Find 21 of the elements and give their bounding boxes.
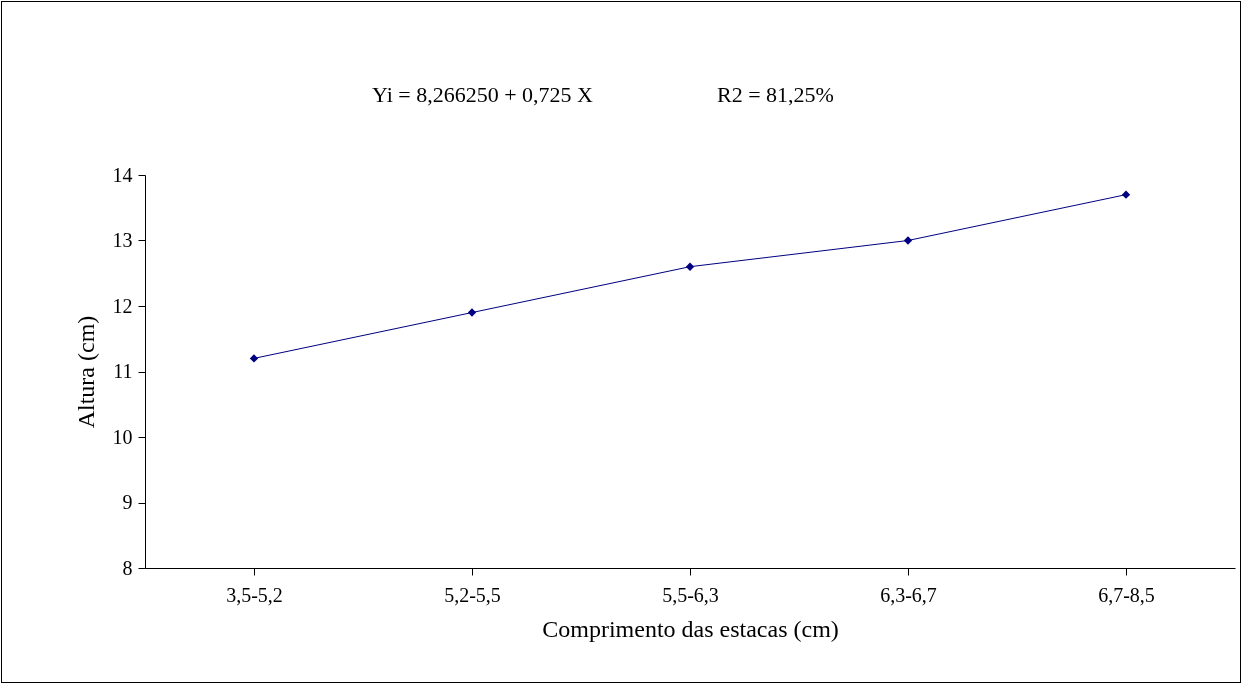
y-tick-label: 14 — [112, 163, 133, 186]
y-tick-label: 10 — [112, 425, 133, 448]
text: R2 = 81,25% — [717, 82, 834, 107]
y-tick-label: 12 — [112, 294, 133, 317]
x-axis-title: Comprimento das estacas (cm) — [542, 615, 839, 642]
x-tick-label: 6,3-6,7 — [880, 583, 937, 606]
x-tick-label: 5,2-5,5 — [444, 583, 501, 606]
x-tick-label: 6,7-8,5 — [1098, 583, 1155, 606]
point — [249, 354, 259, 363]
y-axis-title: Altura (cm) — [72, 315, 99, 429]
point — [685, 262, 695, 271]
x-tick-label: 5,5-6,3 — [662, 583, 719, 606]
text: Yi = 8,266250 + 0,725 X — [372, 82, 594, 107]
y-tick-label: 8 — [122, 556, 133, 579]
x-tick-label: 3,5-5,2 — [226, 583, 283, 606]
y-tick-label: 11 — [113, 360, 133, 382]
point — [1121, 190, 1131, 199]
point — [903, 236, 913, 245]
point — [467, 308, 477, 317]
y-tick-label: 9 — [122, 491, 133, 513]
y-tick-label: 13 — [112, 229, 133, 251]
